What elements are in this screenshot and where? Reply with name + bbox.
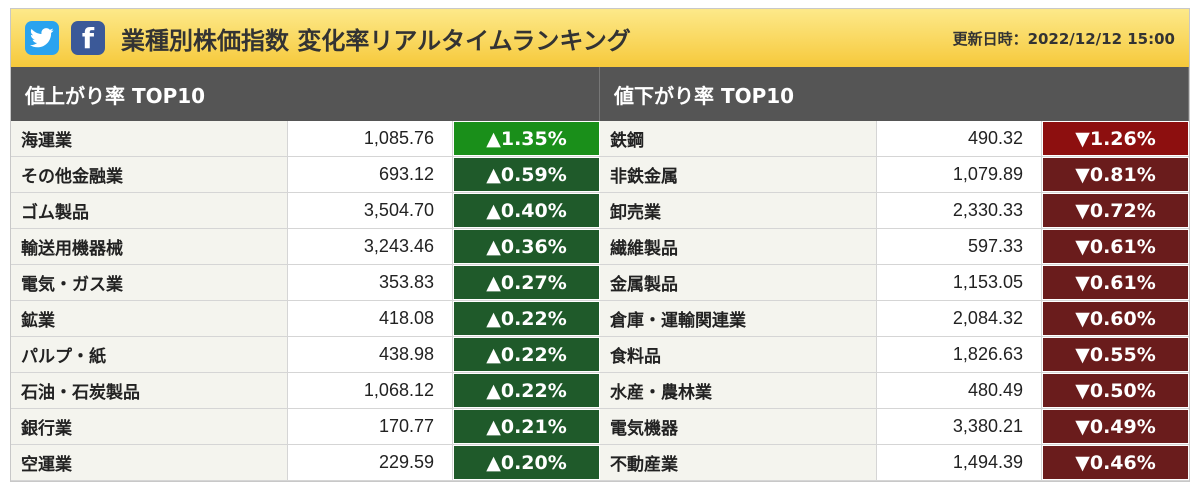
change-rate: ▼0.60% (1042, 301, 1189, 336)
change-rate: ▼1.26% (1042, 121, 1189, 156)
index-value: 1,085.76 (288, 121, 453, 156)
table-row: 石油・石炭製品 1,068.12 ▲0.22% (11, 373, 600, 409)
change-rate: ▼0.49% (1042, 409, 1189, 444)
table-row: 輸送用機器械 3,243.46 ▲0.36% (11, 229, 600, 265)
index-value: 1,079.89 (877, 157, 1042, 192)
table-row: パルプ・紙 438.98 ▲0.22% (11, 337, 600, 373)
sector-name: 食料品 (600, 337, 877, 372)
sector-name: 倉庫・運輸関連業 (600, 301, 877, 336)
table-row: 卸売業 2,330.33 ▼0.72% (600, 193, 1189, 229)
sector-name: 鉱業 (11, 301, 288, 336)
losers-table: 鉄鋼 490.32 ▼1.26% 非鉄金属 1,079.89 ▼0.81% 卸売業 2,330… (600, 121, 1189, 481)
sector-name: 非鉄金属 (600, 157, 877, 192)
sector-name: その他金融業 (11, 157, 288, 192)
index-value: 597.33 (877, 229, 1042, 264)
change-rate: ▼0.50% (1042, 373, 1189, 408)
updated-timestamp: 更新日時：2022/12/12 15:00 (952, 29, 1175, 48)
table-row: 鉄鋼 490.32 ▼1.26% (600, 121, 1189, 157)
change-rate: ▲0.21% (453, 409, 600, 444)
index-value: 1,826.63 (877, 337, 1042, 372)
table-row: 食料品 1,826.63 ▼0.55% (600, 337, 1189, 373)
change-rate: ▼0.55% (1042, 337, 1189, 372)
page-title: 業種別株価指数 変化率リアルタイムランキング (121, 26, 631, 55)
index-value: 438.98 (288, 337, 453, 372)
sector-name: 電気機器 (600, 409, 877, 444)
losers-heading: 値下がり率 TOP10 (600, 67, 1189, 121)
change-rate: ▲0.40% (453, 193, 600, 228)
index-value: 353.83 (288, 265, 453, 300)
losers-panel: 値下がり率 TOP10 鉄鋼 490.32 ▼1.26% 非鉄金属 1,079.89 ▼0… (600, 67, 1189, 481)
change-rate: ▲0.20% (453, 445, 600, 480)
change-rate: ▲0.59% (453, 157, 600, 192)
index-value: 693.12 (288, 157, 453, 192)
table-row: 倉庫・運輸関連業 2,084.32 ▼0.60% (600, 301, 1189, 337)
gainers-heading: 値上がり率 TOP10 (11, 67, 600, 121)
index-value: 170.77 (288, 409, 453, 444)
table-row: 不動産業 1,494.39 ▼0.46% (600, 445, 1189, 481)
sector-name: 水産・農林業 (600, 373, 877, 408)
sector-name: 空運業 (11, 445, 288, 480)
sector-name: 卸売業 (600, 193, 877, 228)
table-row: その他金融業 693.12 ▲0.59% (11, 157, 600, 193)
table-row: ゴム製品 3,504.70 ▲0.40% (11, 193, 600, 229)
index-value: 2,330.33 (877, 193, 1042, 228)
index-value: 1,068.12 (288, 373, 453, 408)
table-row: 空運業 229.59 ▲0.20% (11, 445, 600, 481)
gainers-panel: 値上がり率 TOP10 海運業 1,085.76 ▲1.35% その他金融業 693.1… (11, 67, 600, 481)
change-rate: ▼0.72% (1042, 193, 1189, 228)
twitter-icon[interactable] (25, 21, 59, 55)
sector-name: 電気・ガス業 (11, 265, 288, 300)
table-row: 水産・農林業 480.49 ▼0.50% (600, 373, 1189, 409)
facebook-icon[interactable]: f (71, 21, 105, 55)
table-row: 銀行業 170.77 ▲0.21% (11, 409, 600, 445)
index-value: 490.32 (877, 121, 1042, 156)
table-row: 非鉄金属 1,079.89 ▼0.81% (600, 157, 1189, 193)
table-row: 繊維製品 597.33 ▼0.61% (600, 229, 1189, 265)
table-row: 電気・ガス業 353.83 ▲0.27% (11, 265, 600, 301)
sector-name: 金属製品 (600, 265, 877, 300)
sector-name: 輸送用機器械 (11, 229, 288, 264)
change-rate: ▼0.61% (1042, 229, 1189, 264)
table-row: 鉱業 418.08 ▲0.22% (11, 301, 600, 337)
change-rate: ▼0.61% (1042, 265, 1189, 300)
sector-name: 石油・石炭製品 (11, 373, 288, 408)
change-rate: ▲0.36% (453, 229, 600, 264)
index-value: 2,084.32 (877, 301, 1042, 336)
change-rate: ▼0.81% (1042, 157, 1189, 192)
index-value: 418.08 (288, 301, 453, 336)
change-rate: ▲1.35% (453, 121, 600, 156)
index-value: 3,380.21 (877, 409, 1042, 444)
sector-name: パルプ・紙 (11, 337, 288, 372)
gainers-table: 海運業 1,085.76 ▲1.35% その他金融業 693.12 ▲0.59% ゴム製品 3… (11, 121, 600, 481)
index-value: 1,153.05 (877, 265, 1042, 300)
change-rate: ▼0.46% (1042, 445, 1189, 480)
index-value: 480.49 (877, 373, 1042, 408)
index-value: 1,494.39 (877, 445, 1042, 480)
sector-name: 海運業 (11, 121, 288, 156)
change-rate: ▲0.22% (453, 337, 600, 372)
index-value: 3,504.70 (288, 193, 453, 228)
table-row: 電気機器 3,380.21 ▼0.49% (600, 409, 1189, 445)
index-value: 3,243.46 (288, 229, 453, 264)
table-row: 海運業 1,085.76 ▲1.35% (11, 121, 600, 157)
sector-name: 不動産業 (600, 445, 877, 480)
index-value: 229.59 (288, 445, 453, 480)
ranking-widget: f 業種別株価指数 変化率リアルタイムランキング 更新日時：2022/12/12… (10, 8, 1190, 482)
sector-name: 銀行業 (11, 409, 288, 444)
table-row: 金属製品 1,153.05 ▼0.61% (600, 265, 1189, 301)
sector-name: 鉄鋼 (600, 121, 877, 156)
sector-name: ゴム製品 (11, 193, 288, 228)
change-rate: ▲0.22% (453, 373, 600, 408)
header-bar: f 業種別株価指数 変化率リアルタイムランキング 更新日時：2022/12/12… (11, 9, 1189, 67)
change-rate: ▲0.27% (453, 265, 600, 300)
sector-name: 繊維製品 (600, 229, 877, 264)
change-rate: ▲0.22% (453, 301, 600, 336)
